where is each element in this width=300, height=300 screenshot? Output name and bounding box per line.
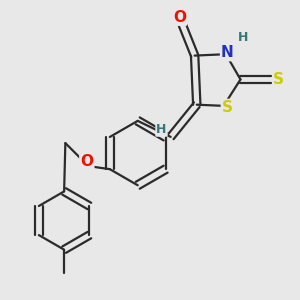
Text: H: H <box>156 123 167 136</box>
Text: N: N <box>221 45 234 60</box>
Text: H: H <box>238 31 248 44</box>
Text: O: O <box>80 154 93 169</box>
Text: O: O <box>173 10 186 25</box>
Text: S: S <box>222 100 233 115</box>
Text: S: S <box>273 72 284 87</box>
